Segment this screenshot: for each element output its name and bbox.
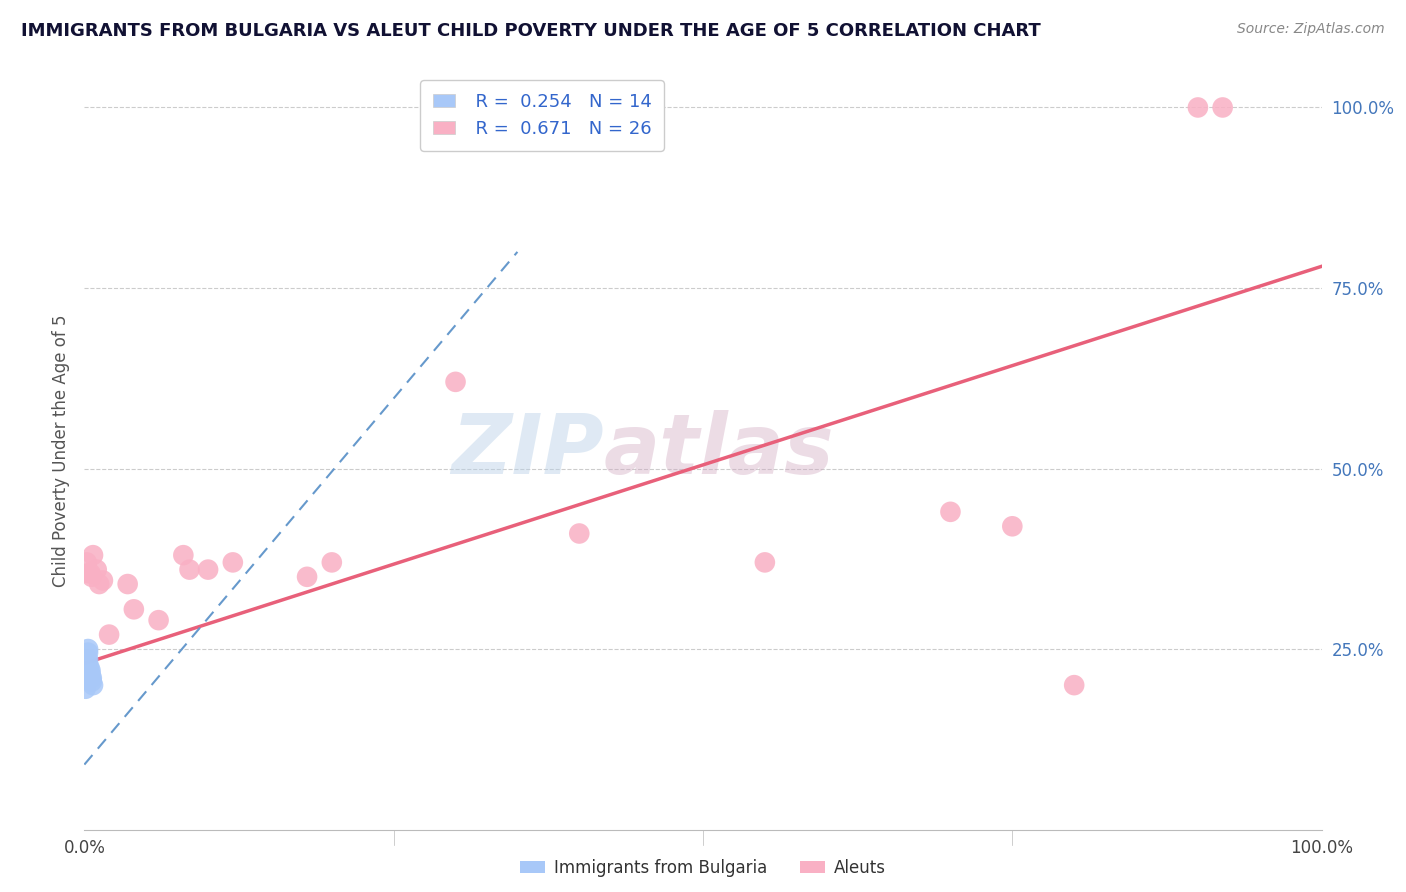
Point xyxy=(76,664,98,678)
Point xyxy=(754,555,776,569)
Point xyxy=(79,660,101,674)
Point xyxy=(172,548,194,562)
Point xyxy=(82,678,104,692)
Text: IMMIGRANTS FROM BULGARIA VS ALEUT CHILD POVERTY UNDER THE AGE OF 5 CORRELATION C: IMMIGRANTS FROM BULGARIA VS ALEUT CHILD … xyxy=(21,22,1040,40)
Point xyxy=(79,667,101,681)
Point xyxy=(77,653,100,667)
Text: atlas: atlas xyxy=(605,410,835,491)
Point xyxy=(1063,678,1085,692)
Y-axis label: Child Poverty Under the Age of 5: Child Poverty Under the Age of 5 xyxy=(52,314,70,587)
Point xyxy=(89,577,111,591)
Text: ZIP: ZIP xyxy=(451,410,605,491)
Point xyxy=(76,555,98,569)
Point xyxy=(77,642,100,657)
Point xyxy=(79,566,101,581)
Legend:   R =  0.254   N = 14,   R =  0.671   N = 26: R = 0.254 N = 14, R = 0.671 N = 26 xyxy=(420,80,664,151)
Point xyxy=(148,613,170,627)
Point xyxy=(1001,519,1024,533)
Point xyxy=(75,681,97,696)
Point xyxy=(77,566,100,581)
Point xyxy=(75,667,97,681)
Point xyxy=(122,602,145,616)
Point xyxy=(98,627,121,641)
Point xyxy=(939,505,962,519)
Text: Source: ZipAtlas.com: Source: ZipAtlas.com xyxy=(1237,22,1385,37)
Point xyxy=(117,577,139,591)
Point xyxy=(77,646,100,660)
Point xyxy=(197,563,219,577)
Point xyxy=(1212,100,1234,114)
Point xyxy=(179,563,201,577)
Point xyxy=(295,570,318,584)
Point xyxy=(568,526,591,541)
Point xyxy=(80,570,103,584)
Point xyxy=(79,664,101,678)
Point xyxy=(76,653,98,667)
Point xyxy=(1187,100,1209,114)
Point xyxy=(82,548,104,562)
Point xyxy=(86,563,108,577)
Point xyxy=(79,667,101,681)
Point xyxy=(222,555,245,569)
Point xyxy=(91,574,114,588)
Point xyxy=(321,555,343,569)
Point xyxy=(444,375,467,389)
Point xyxy=(80,674,103,689)
Point xyxy=(80,671,103,685)
Legend: Immigrants from Bulgaria, Aleuts: Immigrants from Bulgaria, Aleuts xyxy=(513,853,893,884)
